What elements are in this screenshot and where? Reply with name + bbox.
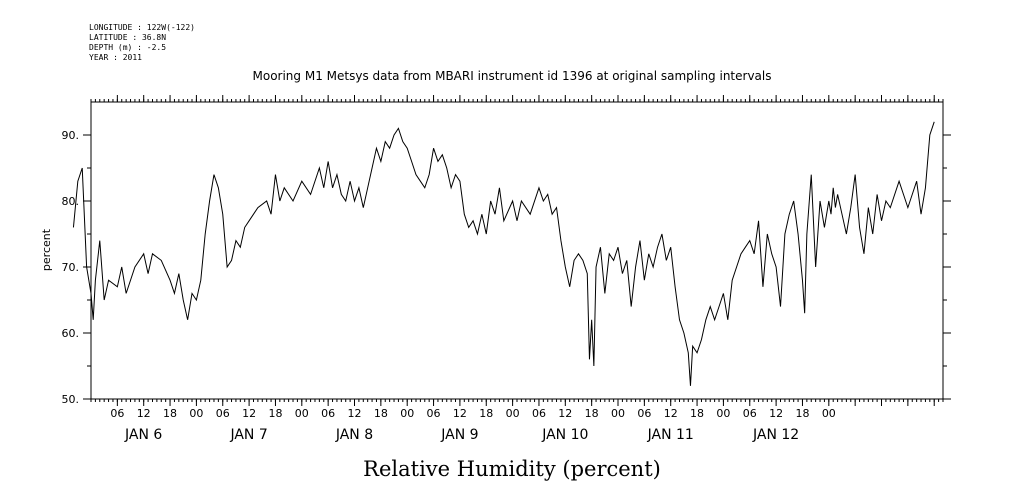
y-tick-label: 50. xyxy=(62,393,80,406)
x-tick-label: 00 xyxy=(506,407,520,420)
y-tick-label: 90. xyxy=(62,129,80,142)
x-day-label: JAN 10 xyxy=(541,427,588,443)
y-axis-ticks: 50. 60. 70. 80. 90. xyxy=(62,129,951,406)
x-tick-label: 00 xyxy=(400,407,414,420)
y-axis-label: percent xyxy=(40,228,53,271)
x-day-label: JAN 6 xyxy=(124,427,162,443)
series-line-relative-humidity xyxy=(72,121,935,386)
x-tick-label: 12 xyxy=(137,407,151,420)
x-tick-label: 06 xyxy=(110,407,124,420)
x-tick-label: 06 xyxy=(427,407,441,420)
x-tick-label: 00 xyxy=(716,407,730,420)
x-tick-label: 18 xyxy=(585,407,599,420)
x-tick-label: 18 xyxy=(690,407,704,420)
longitude-label: LONGITUDE : 122W(-122) xyxy=(89,23,195,32)
x-tick-label: 18 xyxy=(163,407,177,420)
chart-title: Mooring M1 Metsys data from MBARI instru… xyxy=(253,69,772,83)
x-tick-label: 12 xyxy=(558,407,572,420)
x-tick-label: 12 xyxy=(453,407,467,420)
y-tick-label: 70. xyxy=(62,261,80,274)
y-tick-label: 60. xyxy=(62,327,80,340)
depth-label: DEPTH (m) : -2.5 xyxy=(89,43,166,52)
year-label: YEAR : 2011 xyxy=(89,53,142,62)
x-axis-label: Relative Humidity (percent) xyxy=(363,457,661,481)
x-tick-label: 06 xyxy=(216,407,230,420)
x-tick-label: 18 xyxy=(479,407,493,420)
metadata-block: LONGITUDE : 122W(-122) LATITUDE : 36.8N … xyxy=(89,23,195,62)
x-tick-label: 00 xyxy=(611,407,625,420)
x-day-label: JAN 7 xyxy=(229,427,267,443)
x-tick-label: 00 xyxy=(295,407,309,420)
x-axis-ticks: 06 12 18 00 06 12 18 00 06 12 18 00 06 12 18 00 06 12 18 00… xyxy=(110,95,935,420)
x-tick-label: 06 xyxy=(321,407,335,420)
x-tick-label: 06 xyxy=(743,407,757,420)
x-tick-label: 12 xyxy=(769,407,783,420)
x-day-label: JAN 8 xyxy=(335,427,373,443)
latitude-label: LATITUDE : 36.8N xyxy=(89,33,166,42)
x-tick-label: 06 xyxy=(637,407,651,420)
x-tick-label: 18 xyxy=(268,407,282,420)
x-tick-label: 06 xyxy=(532,407,546,420)
x-tick-label: 00 xyxy=(189,407,203,420)
x-day-label: JAN 12 xyxy=(752,427,799,443)
x-tick-label: 12 xyxy=(664,407,678,420)
x-tick-label: 18 xyxy=(795,407,809,420)
x-tick-label: 00 xyxy=(822,407,836,420)
x-tick-label: 12 xyxy=(242,407,256,420)
x-tick-label: 18 xyxy=(374,407,388,420)
x-axis-day-labels: JAN 6 JAN 7 JAN 8 JAN 9 JAN 10 JAN 11 JAN 12 xyxy=(124,427,799,443)
x-day-label: JAN 9 xyxy=(440,427,478,443)
x-tick-label: 12 xyxy=(348,407,362,420)
y-tick-label: 80. xyxy=(62,195,80,208)
x-day-label: JAN 11 xyxy=(647,427,694,443)
